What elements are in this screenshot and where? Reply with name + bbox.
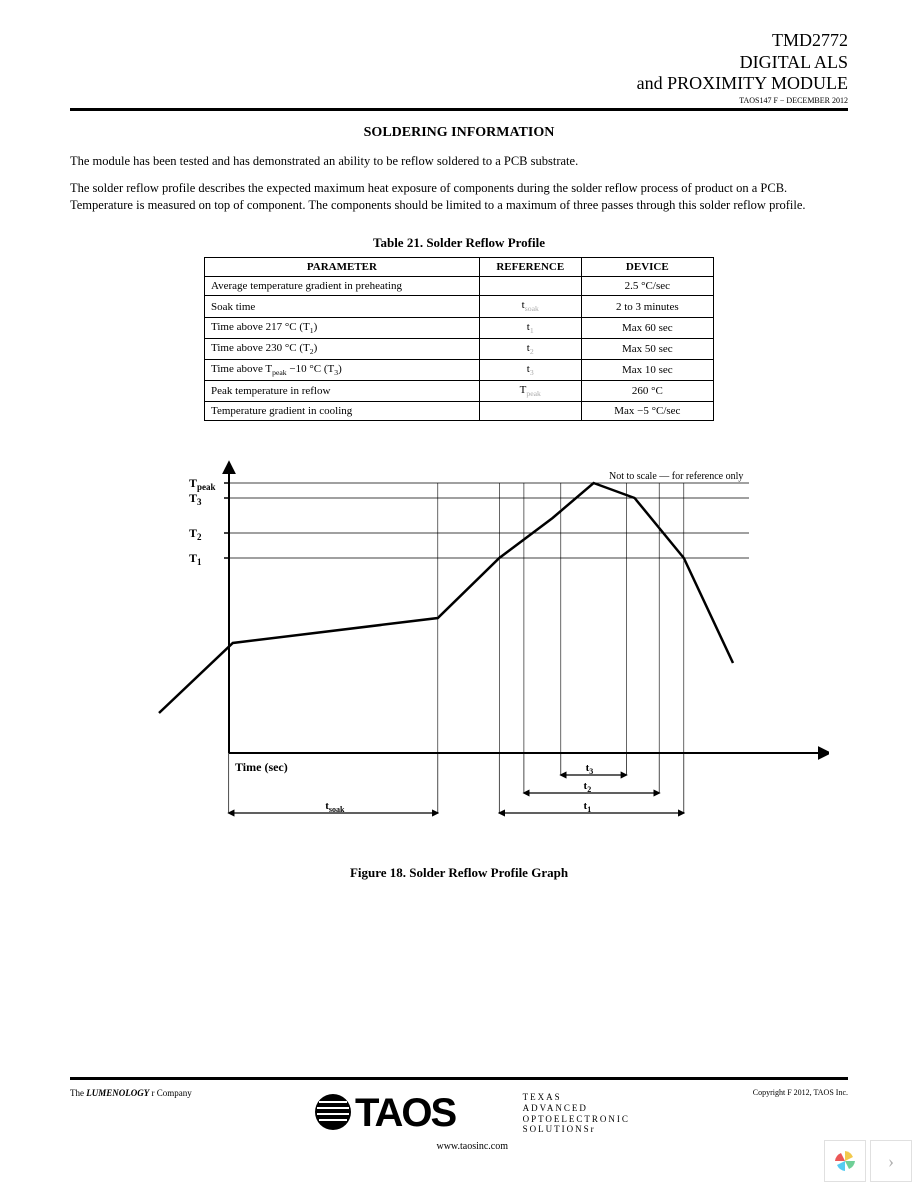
cell-parameter: Temperature gradient in cooling	[205, 402, 480, 421]
graph-caption: Figure 18. Solder Reflow Profile Graph	[70, 865, 848, 881]
taos-r4: SOLUTIONSr	[523, 1124, 630, 1135]
table-caption: Table 21. Solder Reflow Profile	[70, 235, 848, 251]
cell-reference: t2	[479, 338, 581, 359]
nav-logo-box[interactable]	[824, 1140, 866, 1182]
doc-number: TAOS147 F − DECEMBER 2012	[70, 96, 848, 105]
th-parameter: PARAMETER	[205, 258, 480, 277]
table-row: Time above 217 °C (T1)t1Max 60 sec	[205, 317, 714, 338]
cell-parameter: Time above 230 °C (T2)	[205, 338, 480, 359]
th-device: DEVICE	[581, 258, 713, 277]
taos-url: www.taosinc.com	[192, 1141, 753, 1152]
section-title: SOLDERING INFORMATION	[70, 125, 848, 141]
cell-device: 2.5 °C/sec	[581, 277, 713, 296]
copyright-post: F 2012, TAOS Inc.	[785, 1088, 848, 1097]
cell-parameter: Time above Tpeak −10 °C (T3)	[205, 359, 480, 380]
table-row: Peak temperature in reflowTpeak260 °C	[205, 381, 714, 402]
cell-reference: t3	[479, 359, 581, 380]
svg-text:t1: t1	[584, 800, 592, 814]
svg-text:Tpeak: Tpeak	[189, 476, 216, 492]
cell-parameter: Soak time	[205, 296, 480, 317]
svg-text:T3: T3	[189, 491, 202, 507]
copyright: Copyright F 2012, TAOS Inc.	[753, 1088, 848, 1097]
reflow-graph: TpeakT3 T2 T1 Not to scale — for reference …	[89, 453, 829, 853]
cell-device: Max 50 sec	[581, 338, 713, 359]
header-line1: TMD2772	[70, 30, 848, 52]
svg-text:Not to scale — for reference o: Not to scale — for reference only	[609, 471, 743, 482]
taos-r2: ADVANCED	[523, 1103, 630, 1114]
taos-r3: OPTOELECTRONIC	[523, 1114, 630, 1125]
page-footer: The LUMENOLOGY r Company	[70, 1077, 848, 1152]
taos-logo-icon: TAOS	[315, 1088, 515, 1139]
taos-tagline: TEXAS ADVANCED OPTOELECTRONIC SOLUTIONSr	[523, 1092, 630, 1135]
intro-para-2: The solder reflow profile describes the …	[70, 180, 848, 214]
cell-parameter: Average temperature gradient in preheati…	[205, 277, 480, 296]
cell-reference	[479, 277, 581, 296]
taos-logo-block: TAOS TEXAS ADVANCED OPTOELECTRONIC SOLUT…	[192, 1088, 753, 1152]
cell-device: 2 to 3 minutes	[581, 296, 713, 317]
table-row: Time above 230 °C (T2)t2Max 50 sec	[205, 338, 714, 359]
lumenology-pre: The	[70, 1088, 86, 1098]
header-line3: and PROXIMITY MODULE	[70, 73, 848, 95]
nav-widget: ›	[824, 1140, 912, 1182]
table-row: Soak timetsoak2 to 3 minutes	[205, 296, 714, 317]
table-row: Temperature gradient in cooling Max −5 °C…	[205, 402, 714, 421]
copyright-pre: Copyright	[753, 1088, 785, 1097]
cell-parameter: Peak temperature in reflow	[205, 381, 480, 402]
table-row: Time above Tpeak −10 °C (T3)t3Max 10 sec	[205, 359, 714, 380]
cell-reference: t1	[479, 317, 581, 338]
cell-device: 260 °C	[581, 381, 713, 402]
cell-parameter: Time above 217 °C (T1)	[205, 317, 480, 338]
intro-para-1: The module has been tested and has demon…	[70, 153, 848, 170]
cell-reference: tsoak	[479, 296, 581, 317]
cell-reference: Tpeak	[479, 381, 581, 402]
cell-device: Max 60 sec	[581, 317, 713, 338]
svg-text:Time (sec): Time (sec)	[235, 760, 288, 774]
chevron-right-icon: ›	[888, 1151, 894, 1172]
svg-text:tsoak: tsoak	[325, 800, 345, 814]
svg-text:t3: t3	[586, 762, 594, 776]
table-row: Average temperature gradient in preheati…	[205, 277, 714, 296]
header-rule	[70, 108, 848, 111]
cell-reference	[479, 402, 581, 421]
svg-text:t2: t2	[584, 780, 592, 794]
lumenology-text: The LUMENOLOGY r Company	[70, 1088, 192, 1098]
cell-device: Max 10 sec	[581, 359, 713, 380]
pinwheel-icon	[833, 1149, 857, 1173]
reflow-table: PARAMETER REFERENCE DEVICE Average tempe…	[204, 257, 714, 421]
header-line2: DIGITAL ALS	[70, 52, 848, 74]
taos-r1: TEXAS	[523, 1092, 630, 1103]
svg-text:TAOS: TAOS	[355, 1091, 456, 1135]
svg-text:T2: T2	[189, 526, 202, 542]
svg-text:T1: T1	[189, 551, 202, 567]
cell-device: Max −5 °C/sec	[581, 402, 713, 421]
lumenology-post: r Company	[149, 1088, 192, 1098]
lumenology-em: LUMENOLOGY	[86, 1088, 149, 1098]
th-reference: REFERENCE	[479, 258, 581, 277]
nav-next-button[interactable]: ›	[870, 1140, 912, 1182]
